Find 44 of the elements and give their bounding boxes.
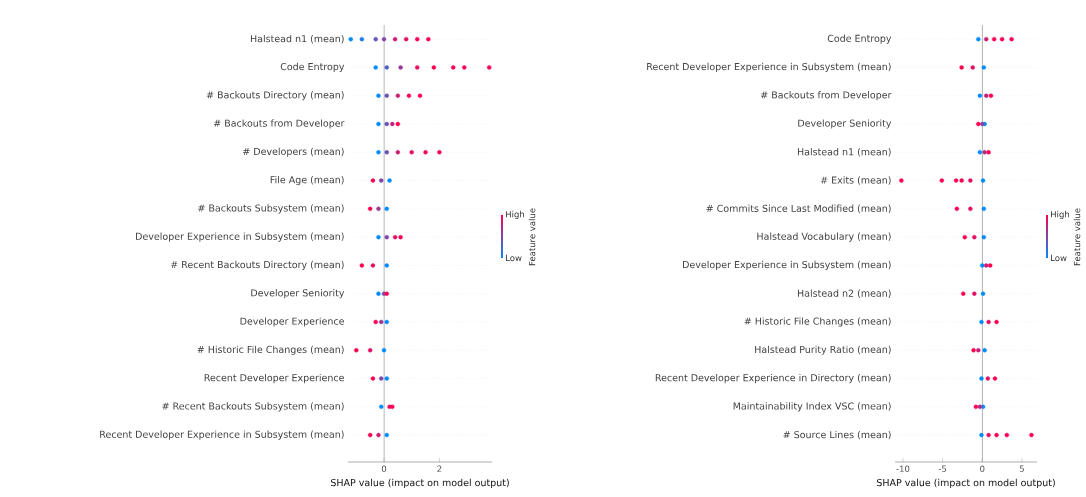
y-tick-label: File Age (mean) [270,175,344,186]
x-axis-title: SHAP value (impact on model output) [876,478,1055,489]
text: Low [1051,254,1067,262]
y-tick-label: Halstead Vocabulary (mean) [757,232,891,242]
y-tick-label: # Backouts from Developer [213,119,345,129]
y-tick-label: # Historic File Changes (mean) [197,345,344,355]
y-tick-label: Recent Developer Experience [204,373,344,384]
x-axis-title: SHAP value (impact on model output) [330,478,509,489]
y-tick-label: Halstead Purity Ratio (mean) [755,345,891,355]
y-tick-label: # Backouts from Developer [760,91,892,101]
x-tick-label: 0 [980,465,985,472]
y-tick-label: Code Entropy [280,62,345,73]
y-tick-label: Developer Experience in Subsystem (mean) [136,232,344,242]
y-tick-label: Recent Developer Experience in Subsystem (mean) [647,62,891,73]
y-tick-label: Developer Seniority [251,289,345,299]
y-tick-label: # Recent Backouts Subsystem (mean) [162,402,344,412]
x-tick-label: 0 [381,465,387,472]
y-tick-label: Developer Experience [240,317,344,327]
y-tick-label: Halstead n1 (mean) [250,34,344,44]
x-tick-label: -5 [938,465,947,472]
y-tick-label: # Historic File Changes (mean) [744,317,891,327]
text: High [1051,210,1070,220]
text: High [506,210,525,220]
y-tick-label: Halstead n1 (mean) [797,148,891,157]
y-tick-label: # Developers (mean) [243,147,344,157]
y-tick-label: # Backouts Subsystem (mean) [198,204,344,214]
y-tick-label: Halstead n2 (mean) [797,289,891,298]
y-tick-label: Recent Developer Experience in Subsystem (mean) [100,430,344,440]
text: Low [506,254,522,262]
y-tick-label: # Backouts Directory (mean) [206,91,344,101]
y-tick-label: # Commits Since Last Modified (mean) [706,204,891,214]
x-tick-label: 5 [1019,465,1024,472]
y-tick-label: # Recent Backouts Directory (mean) [170,260,344,271]
color-bar-title: Feature value [1073,208,1081,266]
x-tick-label: -10 [896,465,910,472]
y-tick-label: Developer Seniority [798,119,892,129]
y-tick-label: # Exits (mean) [820,176,891,185]
x-tick-label: 2 [437,465,442,472]
y-tick-label: Recent Developer Experience in Directory (mean) [655,373,891,384]
y-tick-label: Developer Experience in Subsystem (mean) [683,260,891,271]
y-tick-label: Maintainability Index VSC (mean) [733,402,891,412]
y-tick-label: Code Entropy [827,34,892,44]
color-bar-title: Feature value [528,208,536,266]
y-tick-label: # Source Lines (mean) [783,430,891,440]
